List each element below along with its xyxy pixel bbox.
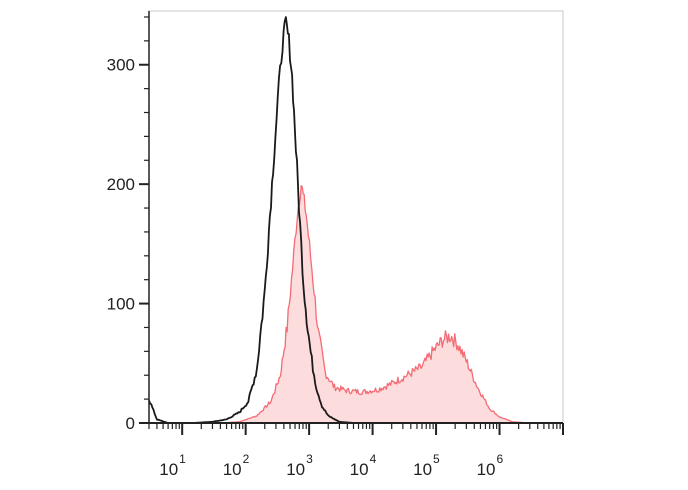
x-tick-label: 10: [223, 460, 242, 479]
x-tick-exponent: 1: [179, 452, 186, 466]
x-tick-label: 10: [159, 460, 178, 479]
x-tick-exponent: 5: [433, 452, 440, 466]
x-tick-exponent: 6: [497, 452, 504, 466]
series-1-line: [149, 184, 563, 424]
x-tick-label: 10: [413, 460, 432, 479]
x-tick-label: 10: [350, 460, 369, 479]
y-tick-label: 200: [107, 175, 135, 194]
x-tick-label: 10: [286, 460, 305, 479]
x-tick-exponent: 3: [306, 452, 313, 466]
plot-frame: [148, 10, 564, 424]
x-tick-label: 10: [477, 460, 496, 479]
y-tick-label: 100: [107, 295, 135, 314]
y-tick-label: 300: [107, 56, 135, 75]
y-tick-label: 0: [126, 414, 135, 433]
x-tick-exponent: 2: [243, 452, 250, 466]
series-0-line: [148, 16, 563, 424]
series-1-area: [149, 185, 563, 423]
series-layer: [148, 16, 563, 424]
x-tick-exponent: 4: [370, 452, 377, 466]
